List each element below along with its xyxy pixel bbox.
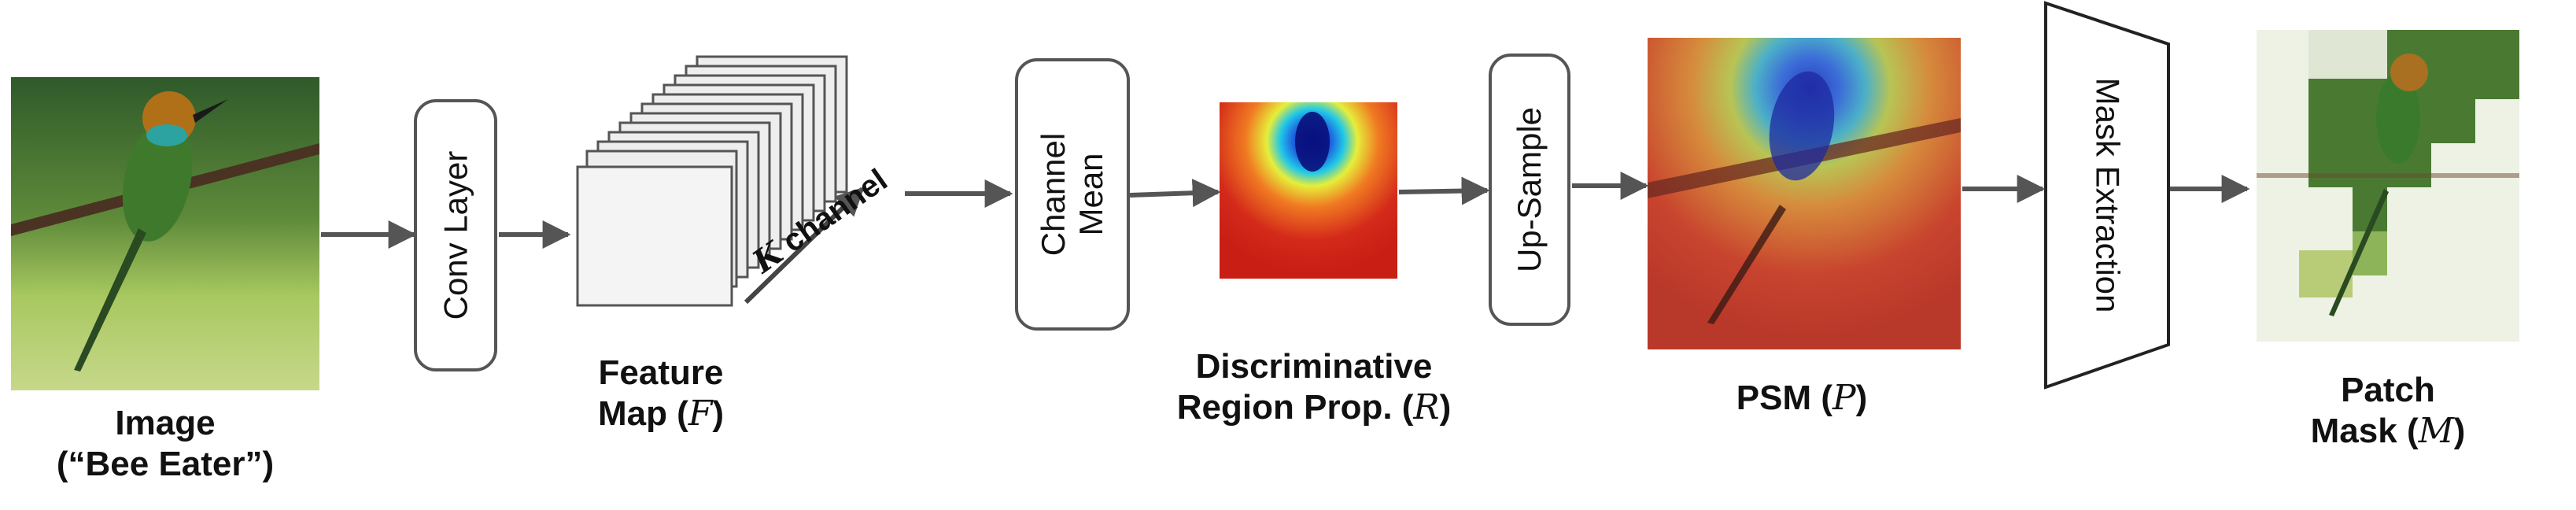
region-proposal-heatmap: [1220, 102, 1397, 279]
channel-mean-label: Channel Mean: [1035, 133, 1110, 256]
region-line2: Region Prop. (R): [1176, 387, 1452, 427]
patch-mask-image: [2257, 30, 2519, 342]
region-caption: Discriminative Region Prop. (R): [1125, 346, 1503, 428]
upsample-label: Up-Sample: [1511, 106, 1548, 273]
input-image: [11, 77, 319, 390]
region-symbol: R: [1413, 387, 1440, 427]
patch-mask-symbol: M: [2418, 411, 2454, 451]
conv-layer-label: Conv Layer: [437, 150, 474, 320]
feature-map-line2: Map (F): [597, 394, 725, 434]
psm-title: PSM (: [1736, 379, 1832, 417]
patch-mask-title: Patch: [2341, 371, 2435, 409]
feature-map-stack: [576, 55, 848, 307]
mask-extraction-block: [2044, 1, 2170, 390]
psm-caption: PSM (P): [1736, 378, 1868, 418]
image-title: Image: [115, 404, 216, 442]
image-class-label: (“Bee Eater”): [56, 445, 275, 483]
arrow-region-to-upsample: [1398, 176, 1490, 205]
image-caption: Image (“Bee Eater”): [16, 403, 315, 485]
arrow-mean-to-region: [1129, 179, 1221, 208]
channel-direction-arrow: [744, 187, 865, 305]
channel-mean-line2: Mean: [1072, 153, 1109, 236]
upsample-box: Up-Sample: [1489, 54, 1570, 326]
channel-mean-line1: Channel: [1035, 132, 1072, 257]
psm-overlay: [1648, 38, 1961, 349]
mask-extraction-label: Mask Extraction: [2089, 77, 2127, 313]
mask-extraction-label-wrap: Mask Extraction: [2046, 3, 2168, 387]
channel-mean-box: Channel Mean: [1015, 58, 1130, 331]
feature-map-caption: Feature Map (F): [551, 353, 771, 434]
patch-mask-line2: Mask (M): [2310, 411, 2466, 451]
feature-map-symbol: F: [688, 394, 713, 434]
patch-mask-caption: Patch Mask (M): [2266, 370, 2510, 452]
feature-map-title: Feature: [598, 353, 724, 392]
psm-symbol: P: [1832, 378, 1856, 418]
conv-layer-box: Conv Layer: [414, 99, 497, 371]
region-title: Discriminative: [1195, 347, 1433, 386]
